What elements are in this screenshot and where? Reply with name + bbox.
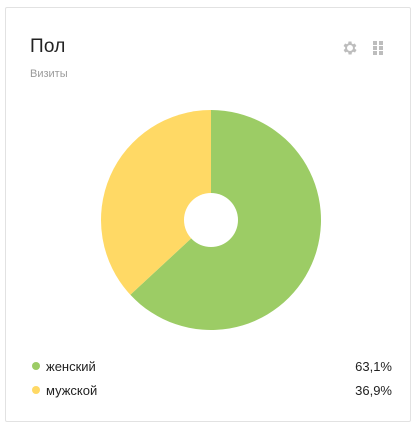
gender-widget: Пол Визиты женский 63,1%: [5, 7, 411, 422]
pie-svg: [101, 110, 322, 330]
gear-icon[interactable]: [340, 38, 360, 58]
widget-title: Пол: [30, 36, 66, 57]
widget-actions: [340, 38, 388, 58]
legend-value: 36,9%: [355, 382, 392, 398]
legend-item-male[interactable]: мужской 36,9%: [32, 378, 392, 402]
legend-dot-female: [32, 362, 40, 370]
legend-label: мужской: [46, 382, 98, 398]
donut-hole: [184, 193, 238, 247]
widget-subtitle: Визиты: [30, 68, 68, 80]
legend-label: женский: [46, 358, 96, 374]
legend: женский 63,1% мужской 36,9%: [32, 354, 392, 402]
pie-slice-male[interactable]: [101, 110, 211, 295]
legend-dot-male: [32, 386, 40, 394]
legend-item-female[interactable]: женский 63,1%: [32, 354, 392, 378]
drag-handle-icon[interactable]: [368, 38, 388, 58]
pie-chart: [100, 109, 322, 331]
legend-value: 63,1%: [355, 358, 392, 374]
